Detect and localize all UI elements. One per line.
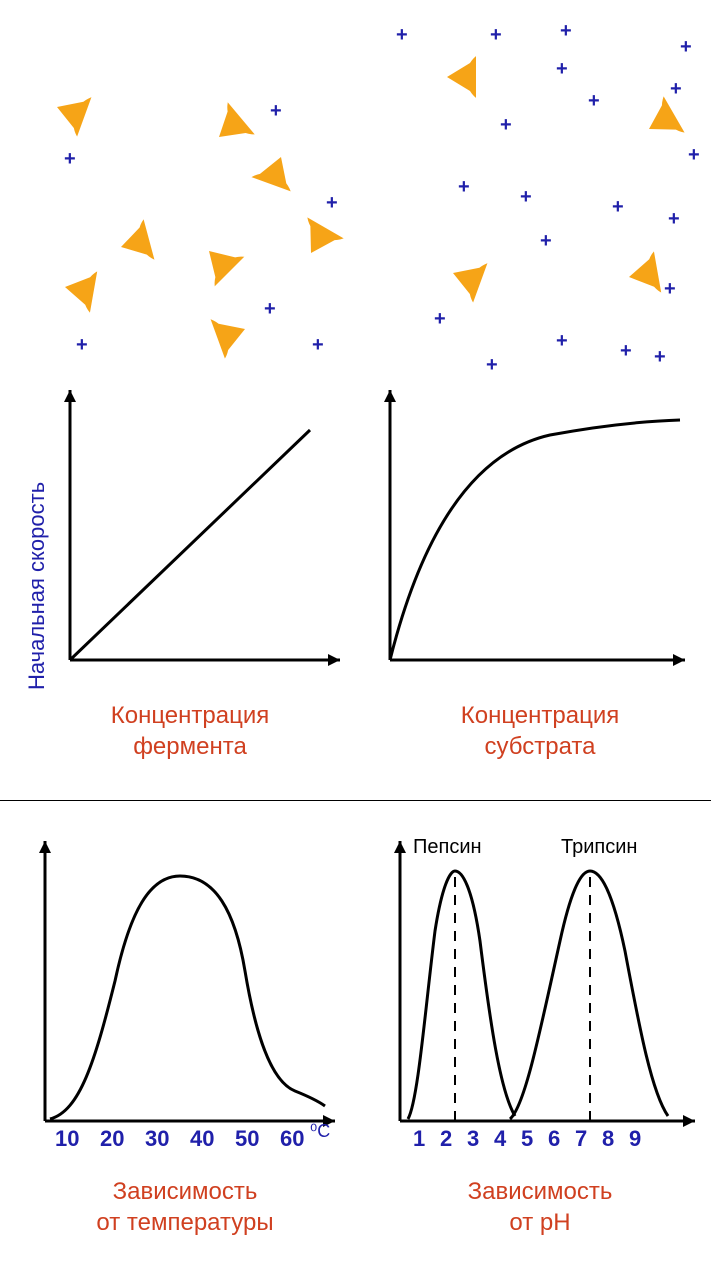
temp-tick: 20 <box>100 1126 124 1152</box>
substrate-icon: + <box>680 36 692 59</box>
enzyme-icon <box>36 258 94 316</box>
ph-tick: 7 <box>575 1126 587 1152</box>
substrate-icon: + <box>588 90 600 113</box>
chart-ph <box>380 831 700 1141</box>
substrate-icon: + <box>612 196 624 219</box>
temp-unit-text: ⁰C <box>310 1121 330 1141</box>
charts-row-2: 10 20 30 40 50 60 ⁰C Зависимость от температу… <box>0 800 711 1285</box>
substrate-icon: + <box>396 24 408 47</box>
ph-tick: 1 <box>413 1126 425 1152</box>
ph-tick: 4 <box>494 1126 506 1152</box>
trypsin-label: Трипсин <box>561 836 637 859</box>
substrate-icon: + <box>560 20 572 43</box>
substrate-icon: + <box>520 186 532 209</box>
pepsin-label: Пепсин <box>413 836 482 859</box>
enzyme-icon <box>92 218 150 276</box>
substrate-icon: + <box>670 78 682 101</box>
ph-tick: 9 <box>629 1126 641 1152</box>
temp-tick: 60 <box>280 1126 304 1152</box>
substrate-icon: + <box>540 230 552 253</box>
substrate-icon: + <box>64 148 76 171</box>
substrate-icon: + <box>654 346 666 369</box>
chart3-label-l1: Зависимость <box>113 1178 258 1205</box>
substrate-icon: + <box>264 298 276 321</box>
substrate-icon: + <box>326 192 338 215</box>
enzyme-icon <box>190 108 248 166</box>
substrate-icon: + <box>490 24 502 47</box>
temp-tick: 50 <box>235 1126 259 1152</box>
substrate-icon: + <box>458 176 470 199</box>
substrate-icon: + <box>620 340 632 363</box>
ph-tick: 3 <box>467 1126 479 1152</box>
chart4-label-l1: Зависимость <box>468 1178 613 1205</box>
substrate-icon: + <box>664 278 676 301</box>
substrate-icon: + <box>270 100 282 123</box>
chart-temperature <box>20 831 340 1141</box>
substrate-icon: + <box>668 208 680 231</box>
temp-tick: 40 <box>190 1126 214 1152</box>
enzyme-icon <box>180 222 238 280</box>
substrate-icon: + <box>76 334 88 357</box>
ph-tick: 5 <box>521 1126 533 1152</box>
substrate-icon: + <box>556 58 568 81</box>
substrate-icon: + <box>556 330 568 353</box>
enzyme-substrate-diagram: ++++++++++++++++++++++++++ <box>0 0 711 370</box>
temp-unit: ⁰C <box>310 1121 330 1142</box>
chart-substrate-concentration <box>370 380 690 680</box>
enzyme-icon <box>252 128 310 186</box>
chart3-label: Зависимость от температуры <box>55 1176 315 1238</box>
chart-enzyme-concentration <box>40 380 340 680</box>
chart1-label-l1: Концентрация <box>111 702 270 729</box>
charts-row-1: Начальная скорость Концентрация фермента… <box>0 370 711 800</box>
enzyme-icon <box>620 100 678 158</box>
substrate-icon: + <box>688 144 700 167</box>
chart4-label: Зависимость от pH <box>420 1176 660 1238</box>
enzyme-icon <box>28 78 86 136</box>
chart2-label-l2: субстрата <box>485 733 596 760</box>
temp-tick: 30 <box>145 1126 169 1152</box>
chart4-label-l2: от pH <box>509 1209 570 1236</box>
chart1-label-l2: фермента <box>133 733 247 760</box>
chart3-label-l2: от температуры <box>96 1209 273 1236</box>
chart1-label: Концентрация фермента <box>70 700 310 762</box>
enzyme-icon <box>424 244 482 302</box>
chart2-label: Концентрация субстрата <box>420 700 660 762</box>
ph-tick: 6 <box>548 1126 560 1152</box>
chart2-label-l1: Концентрация <box>461 702 620 729</box>
enzyme-icon <box>282 224 340 282</box>
substrate-icon: + <box>500 114 512 137</box>
ph-tick: 2 <box>440 1126 452 1152</box>
substrate-icon: + <box>312 334 324 357</box>
enzyme-icon <box>418 48 476 106</box>
enzyme-icon <box>600 248 658 306</box>
substrate-icon: + <box>434 308 446 331</box>
temp-tick: 10 <box>55 1126 79 1152</box>
ph-tick: 8 <box>602 1126 614 1152</box>
